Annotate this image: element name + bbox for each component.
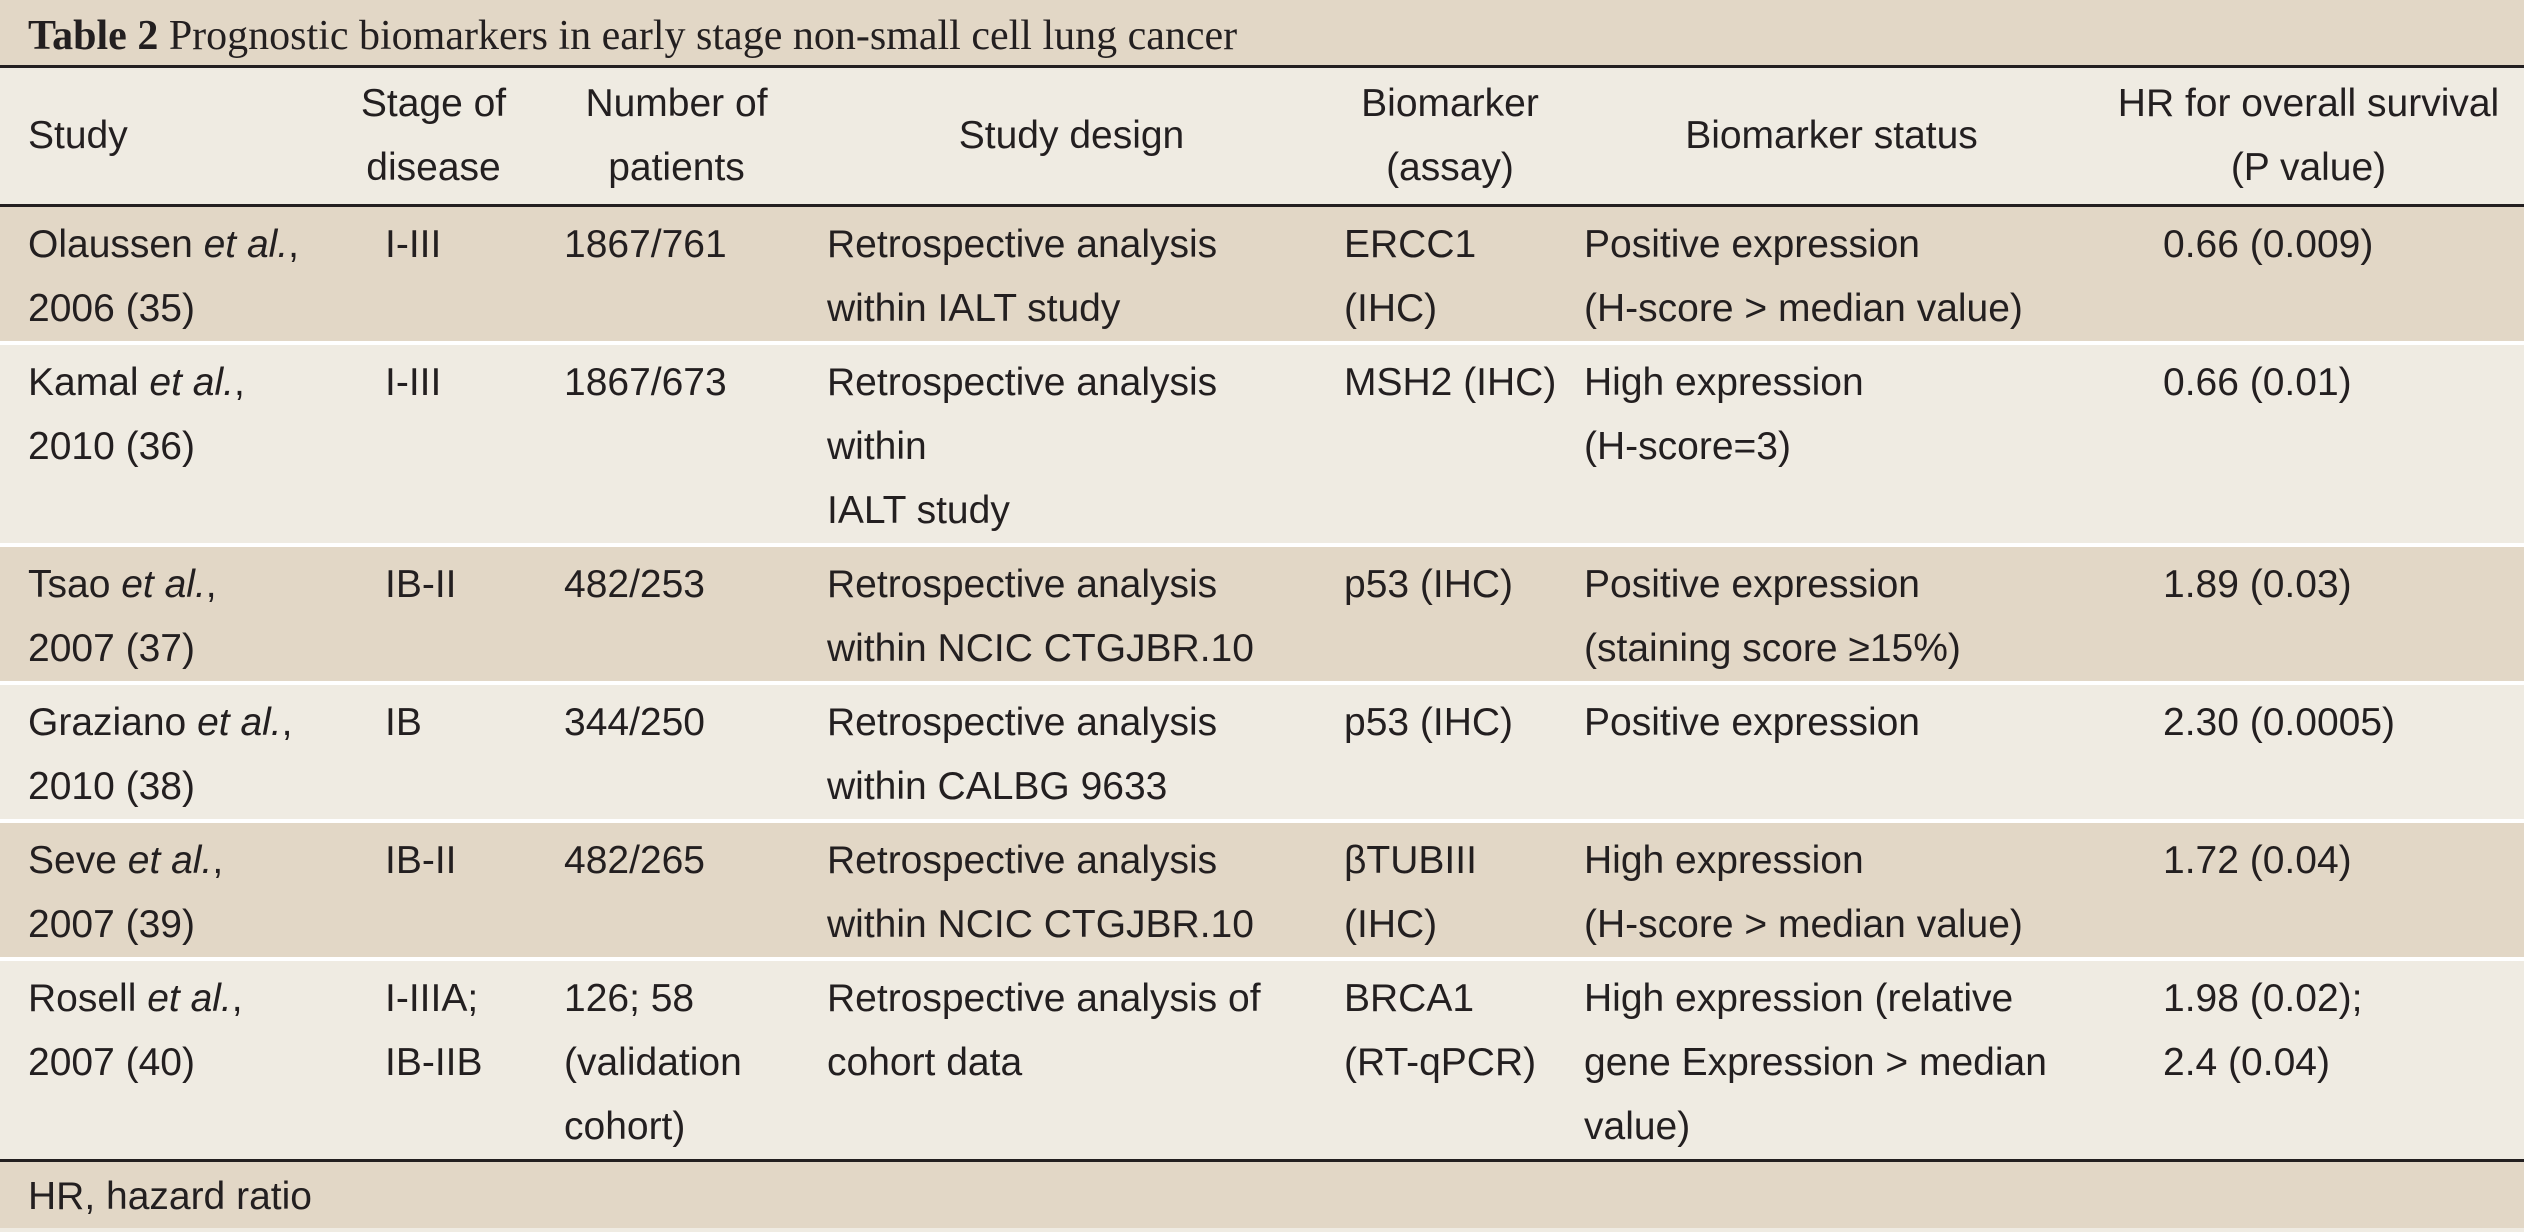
cell-biomarker: p53 (IHC) [1344, 562, 1514, 606]
cell-study: Graziano et al., 2010 (38) [0, 683, 327, 821]
table-caption: Table 2 Prognostic biomarkers in early s… [0, 0, 2524, 68]
study-year-ref: , 2010 (36) [28, 360, 245, 468]
cell-design: Retrospective analysis within CALBG 9633 [827, 700, 1218, 808]
study-author: Graziano [28, 700, 187, 744]
cell-patients: 126; 58 (validation cohort) [564, 976, 742, 1148]
study-year-ref: , 2010 (38) [28, 700, 293, 808]
table-row: Kamal et al., 2010 (36) I-III 1867/673 Retr… [0, 342, 2524, 545]
cell-stage: IB-II [385, 838, 457, 882]
study-etal: et al. [203, 222, 289, 266]
study-author: Rosell [28, 976, 137, 1020]
header-patients: Number of patients [540, 68, 813, 207]
cell-patients: 344/250 [564, 700, 705, 744]
cell-patients: 1867/673 [564, 360, 727, 404]
cell-biomarker: BRCA1 (RT-qPCR) [1344, 976, 1537, 1084]
study-etal: et al. [197, 700, 282, 744]
header-status: Biomarker status [1570, 68, 2093, 207]
study-year-ref: , 2007 (40) [28, 976, 243, 1084]
study-etal: et al. [149, 360, 234, 404]
study-author: Olaussen [28, 222, 193, 266]
cell-status: High expression (relative gene Expressio… [1584, 976, 2047, 1148]
cell-design: Retrospective analysis of cohort data [827, 976, 1261, 1084]
cell-patients: 1867/761 [564, 222, 727, 266]
cell-patients: 482/253 [564, 562, 705, 606]
study-year-ref: , 2006 (35) [28, 222, 300, 330]
study-author: Seve [28, 838, 117, 882]
cell-biomarker: p53 (IHC) [1344, 700, 1514, 744]
study-etal: et al. [127, 838, 213, 882]
cell-design: Retrospective analysis within IALT study [827, 360, 1218, 532]
cell-stage: IB-II [385, 562, 457, 606]
cell-hr: 1.72 (0.04) [2163, 838, 2352, 882]
study-etal: et al. [147, 976, 232, 1020]
cell-study: Seve et al., 2007 (39) [0, 821, 327, 959]
cell-design: Retrospective analysis within NCIC CTGJB… [827, 562, 1254, 670]
table-footnote: HR, hazard ratio [0, 1161, 2524, 1228]
table-row: Seve et al., 2007 (39) IB-II 482/265 Retros… [0, 820, 2524, 959]
cell-stage: I-IIIA; IB-IIB [385, 976, 483, 1084]
cell-status: Positive expression (staining score ≥15%… [1584, 562, 1961, 670]
header-row: Study Stage of disease Number of patient… [0, 68, 2524, 207]
cell-study: Rosell et al., 2007 (40) [0, 959, 327, 1161]
cell-hr: 1.98 (0.02); 2.4 (0.04) [2163, 976, 2363, 1084]
study-year-ref: , 2007 (37) [28, 562, 217, 670]
table-row: Tsao et al., 2007 (37) IB-II 482/253 Retros… [0, 544, 2524, 683]
table-row: Graziano et al., 2010 (38) IB 344/250 Retro… [0, 682, 2524, 821]
cell-hr: 0.66 (0.01) [2163, 360, 2352, 404]
cell-stage: IB [385, 700, 422, 744]
study-author: Kamal [28, 360, 139, 404]
table-row: Rosell et al., 2007 (40) I-IIIA; IB-IIB 12… [0, 958, 2524, 1161]
header-hr: HR for overall survival (P value) [2093, 68, 2524, 207]
cell-patients: 482/265 [564, 838, 705, 882]
study-etal: et al. [121, 562, 206, 606]
cell-biomarker: MSH2 (IHC) [1344, 360, 1557, 404]
cell-stage: I-III [385, 360, 442, 404]
cell-status: Positive expression (H-score > median va… [1584, 222, 2023, 330]
cell-study: Kamal et al., 2010 (36) [0, 343, 327, 545]
cell-status: High expression (H-score > median value) [1584, 838, 2023, 946]
cell-study: Olaussen et al., 2006 (35) [0, 205, 327, 343]
header-biomarker: Biomarker (assay) [1330, 68, 1570, 207]
cell-biomarker: βTUBIII (IHC) [1344, 838, 1477, 946]
cell-status: High expression (H-score=3) [1584, 360, 1864, 468]
cell-status: Positive expression [1584, 700, 1920, 744]
cell-hr: 0.66 (0.009) [2163, 222, 2374, 266]
cell-stage: I-III [385, 222, 442, 266]
study-year-ref: , 2007 (39) [28, 838, 224, 946]
cell-hr: 2.30 (0.0005) [2163, 700, 2396, 744]
table-label: Table 2 [28, 13, 159, 59]
table-row: Olaussen et al., 2006 (35) I-III 1867/761 R… [0, 205, 2524, 343]
table-title: Prognostic biomarkers in early stage non… [168, 13, 1238, 59]
study-author: Tsao [28, 562, 111, 606]
cell-study: Tsao et al., 2007 (37) [0, 545, 327, 683]
header-stage: Stage of disease [327, 68, 540, 207]
header-study: Study [0, 68, 327, 207]
biomarker-table: Study Stage of disease Number of patient… [0, 68, 2524, 1162]
cell-design: Retrospective analysis within IALT study [827, 222, 1218, 330]
header-design: Study design [813, 68, 1330, 207]
cell-hr: 1.89 (0.03) [2163, 562, 2352, 606]
cell-design: Retrospective analysis within NCIC CTGJB… [827, 838, 1254, 946]
table-body: Olaussen et al., 2006 (35) I-III 1867/761 R… [0, 205, 2524, 1160]
cell-biomarker: ERCC1 (IHC) [1344, 222, 1477, 330]
